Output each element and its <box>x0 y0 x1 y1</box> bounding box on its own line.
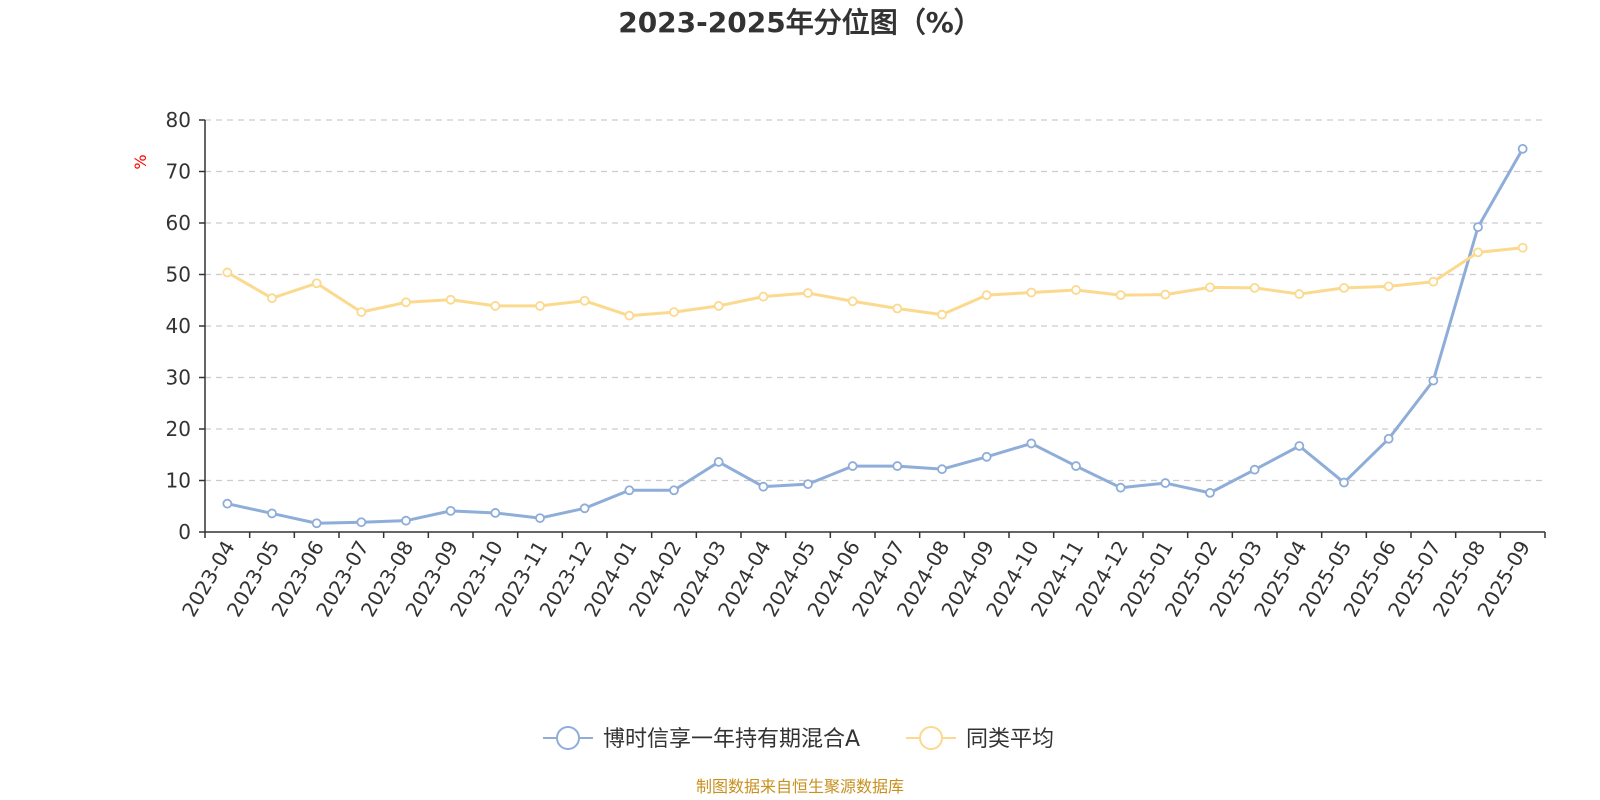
data-point <box>1026 287 1037 298</box>
legend-marker <box>919 726 943 750</box>
data-point <box>1205 282 1215 293</box>
y-tick-label: 80 <box>166 108 191 132</box>
data-point <box>669 307 679 317</box>
data-point <box>267 293 277 304</box>
y-tick-label: 0 <box>178 520 191 544</box>
data-point <box>1249 464 1260 475</box>
data-point <box>490 508 501 518</box>
data-point <box>669 485 679 496</box>
data-point <box>1160 289 1171 300</box>
data-point <box>1294 441 1305 451</box>
data-point <box>713 301 724 311</box>
data-point <box>579 295 590 306</box>
data-point <box>490 301 501 311</box>
axes: 010203040506070802023-042023-052023-0620… <box>166 108 1546 621</box>
data-point <box>535 301 545 311</box>
data-point <box>445 505 456 516</box>
series-0 <box>222 143 1528 529</box>
data-point <box>401 297 411 308</box>
data-source-note: 制图数据来自恒生聚源数据库 <box>696 777 904 796</box>
data-point <box>1428 276 1439 287</box>
data-point <box>401 515 411 526</box>
data-point <box>1115 290 1126 301</box>
data-point <box>1339 477 1349 488</box>
data-point <box>1339 282 1349 293</box>
legend-label: 同类平均 <box>966 727 1054 752</box>
y-tick-label: 40 <box>166 314 191 338</box>
data-point <box>1026 438 1037 449</box>
series-line <box>226 246 1523 318</box>
chart-title: 2023-2025年分位图（%） <box>618 6 982 39</box>
data-point <box>356 307 367 317</box>
data-point <box>937 309 947 320</box>
data-point <box>937 464 947 475</box>
data-point <box>1383 433 1394 444</box>
data-point <box>445 294 456 305</box>
data-point <box>758 291 769 302</box>
data-point <box>222 267 233 278</box>
data-point <box>535 513 545 523</box>
data-point <box>1517 242 1528 253</box>
data-point <box>1428 375 1439 386</box>
grid-lines <box>205 119 1545 482</box>
data-point <box>624 310 635 321</box>
y-axis-unit: % <box>131 154 150 169</box>
data-point <box>758 481 769 492</box>
data-point <box>1071 461 1081 471</box>
data-point <box>892 461 903 471</box>
y-tick-label: 70 <box>166 160 191 184</box>
legend-marker <box>556 726 580 750</box>
data-point <box>1115 482 1126 493</box>
data-point <box>803 479 813 490</box>
legend-label: 博时信享一年持有期混合A <box>603 727 860 752</box>
data-point <box>847 461 858 471</box>
series-1 <box>222 242 1528 321</box>
data-point <box>1071 285 1081 295</box>
data-point <box>1473 247 1483 258</box>
data-point <box>892 303 903 314</box>
data-point <box>624 485 635 496</box>
data-point <box>1249 282 1260 293</box>
data-point <box>981 451 992 462</box>
data-point <box>1294 289 1305 299</box>
data-point <box>1383 281 1394 292</box>
data-point <box>1517 143 1528 154</box>
y-tick-label: 60 <box>166 211 191 235</box>
y-tick-label: 20 <box>166 417 191 441</box>
data-point <box>1205 487 1215 498</box>
series-lines <box>222 143 1528 529</box>
legend[interactable]: 博时信享一年持有期混合A 同类平均 <box>543 726 1054 752</box>
data-point <box>1160 478 1171 488</box>
data-point <box>981 290 992 301</box>
legend-item-0[interactable]: 博时信享一年持有期混合A <box>543 726 860 752</box>
data-point <box>311 518 322 529</box>
series-line <box>227 148 1524 525</box>
data-point <box>267 508 277 519</box>
data-point <box>222 498 233 509</box>
y-tick-label: 10 <box>166 469 191 493</box>
data-point <box>803 288 813 298</box>
y-tick-label: 50 <box>166 263 191 287</box>
data-point <box>356 517 367 528</box>
data-point <box>1473 222 1483 233</box>
y-tick-label: 30 <box>166 366 191 390</box>
data-point <box>579 503 590 514</box>
data-point <box>847 296 858 307</box>
data-point <box>713 457 724 467</box>
data-point <box>311 278 322 289</box>
legend-item-1[interactable]: 同类平均 <box>906 726 1054 752</box>
